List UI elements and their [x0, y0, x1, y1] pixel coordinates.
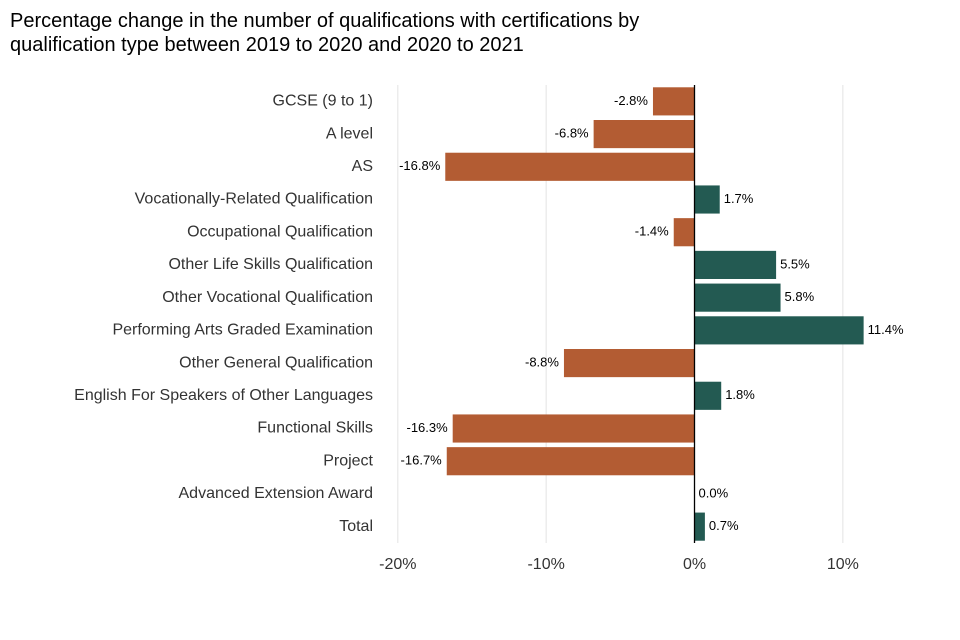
category-label: AS — [352, 158, 373, 175]
category-label: Functional Skills — [257, 420, 373, 437]
bar — [694, 316, 864, 345]
category-label: English For Speakers of Other Languages — [74, 387, 373, 404]
value-label: -1.4% — [635, 224, 669, 239]
x-tick-label: -20% — [379, 556, 416, 573]
x-tick-label: 10% — [827, 556, 859, 573]
value-label: 5.8% — [785, 289, 815, 304]
category-label: Other General Qualification — [179, 354, 373, 371]
category-label: Vocationally-Related Qualification — [135, 191, 373, 208]
value-label: 1.8% — [725, 387, 755, 402]
value-label: -6.8% — [555, 126, 589, 141]
bar — [694, 185, 720, 214]
bar — [694, 512, 705, 541]
value-label: 11.4% — [868, 322, 904, 337]
value-label: -8.8% — [525, 355, 559, 370]
bar — [593, 120, 695, 149]
bar — [446, 447, 695, 476]
category-label: Advanced Extension Award — [179, 485, 374, 502]
category-label: Other Vocational Qualification — [162, 289, 373, 306]
bar — [652, 87, 695, 116]
chart-title: Percentage change in the number of quali… — [10, 10, 640, 56]
value-label: -16.8% — [399, 158, 441, 173]
category-label: Other Life Skills Qualification — [168, 256, 373, 273]
category-label: Performing Arts Graded Examination — [112, 322, 373, 339]
value-label: -2.8% — [614, 93, 648, 108]
category-label: GCSE (9 to 1) — [273, 93, 373, 110]
bar — [673, 218, 695, 247]
bar — [694, 283, 781, 312]
value-label: 0.7% — [709, 518, 739, 533]
category-label: Project — [323, 452, 373, 469]
category-label: Total — [339, 518, 373, 535]
value-label: -16.7% — [401, 453, 443, 468]
bar — [694, 250, 777, 279]
bar — [694, 381, 722, 410]
category-label: Occupational Qualification — [187, 223, 373, 240]
value-label: -16.3% — [406, 420, 448, 435]
x-tick-label: -10% — [527, 556, 564, 573]
bar — [452, 414, 695, 443]
bar — [563, 349, 695, 378]
category-label: A level — [326, 125, 373, 142]
value-label: 1.7% — [724, 191, 754, 206]
value-label: 5.5% — [780, 256, 810, 271]
value-label: 0.0% — [699, 485, 729, 500]
x-tick-label: 0% — [683, 556, 706, 573]
bar — [445, 152, 695, 181]
